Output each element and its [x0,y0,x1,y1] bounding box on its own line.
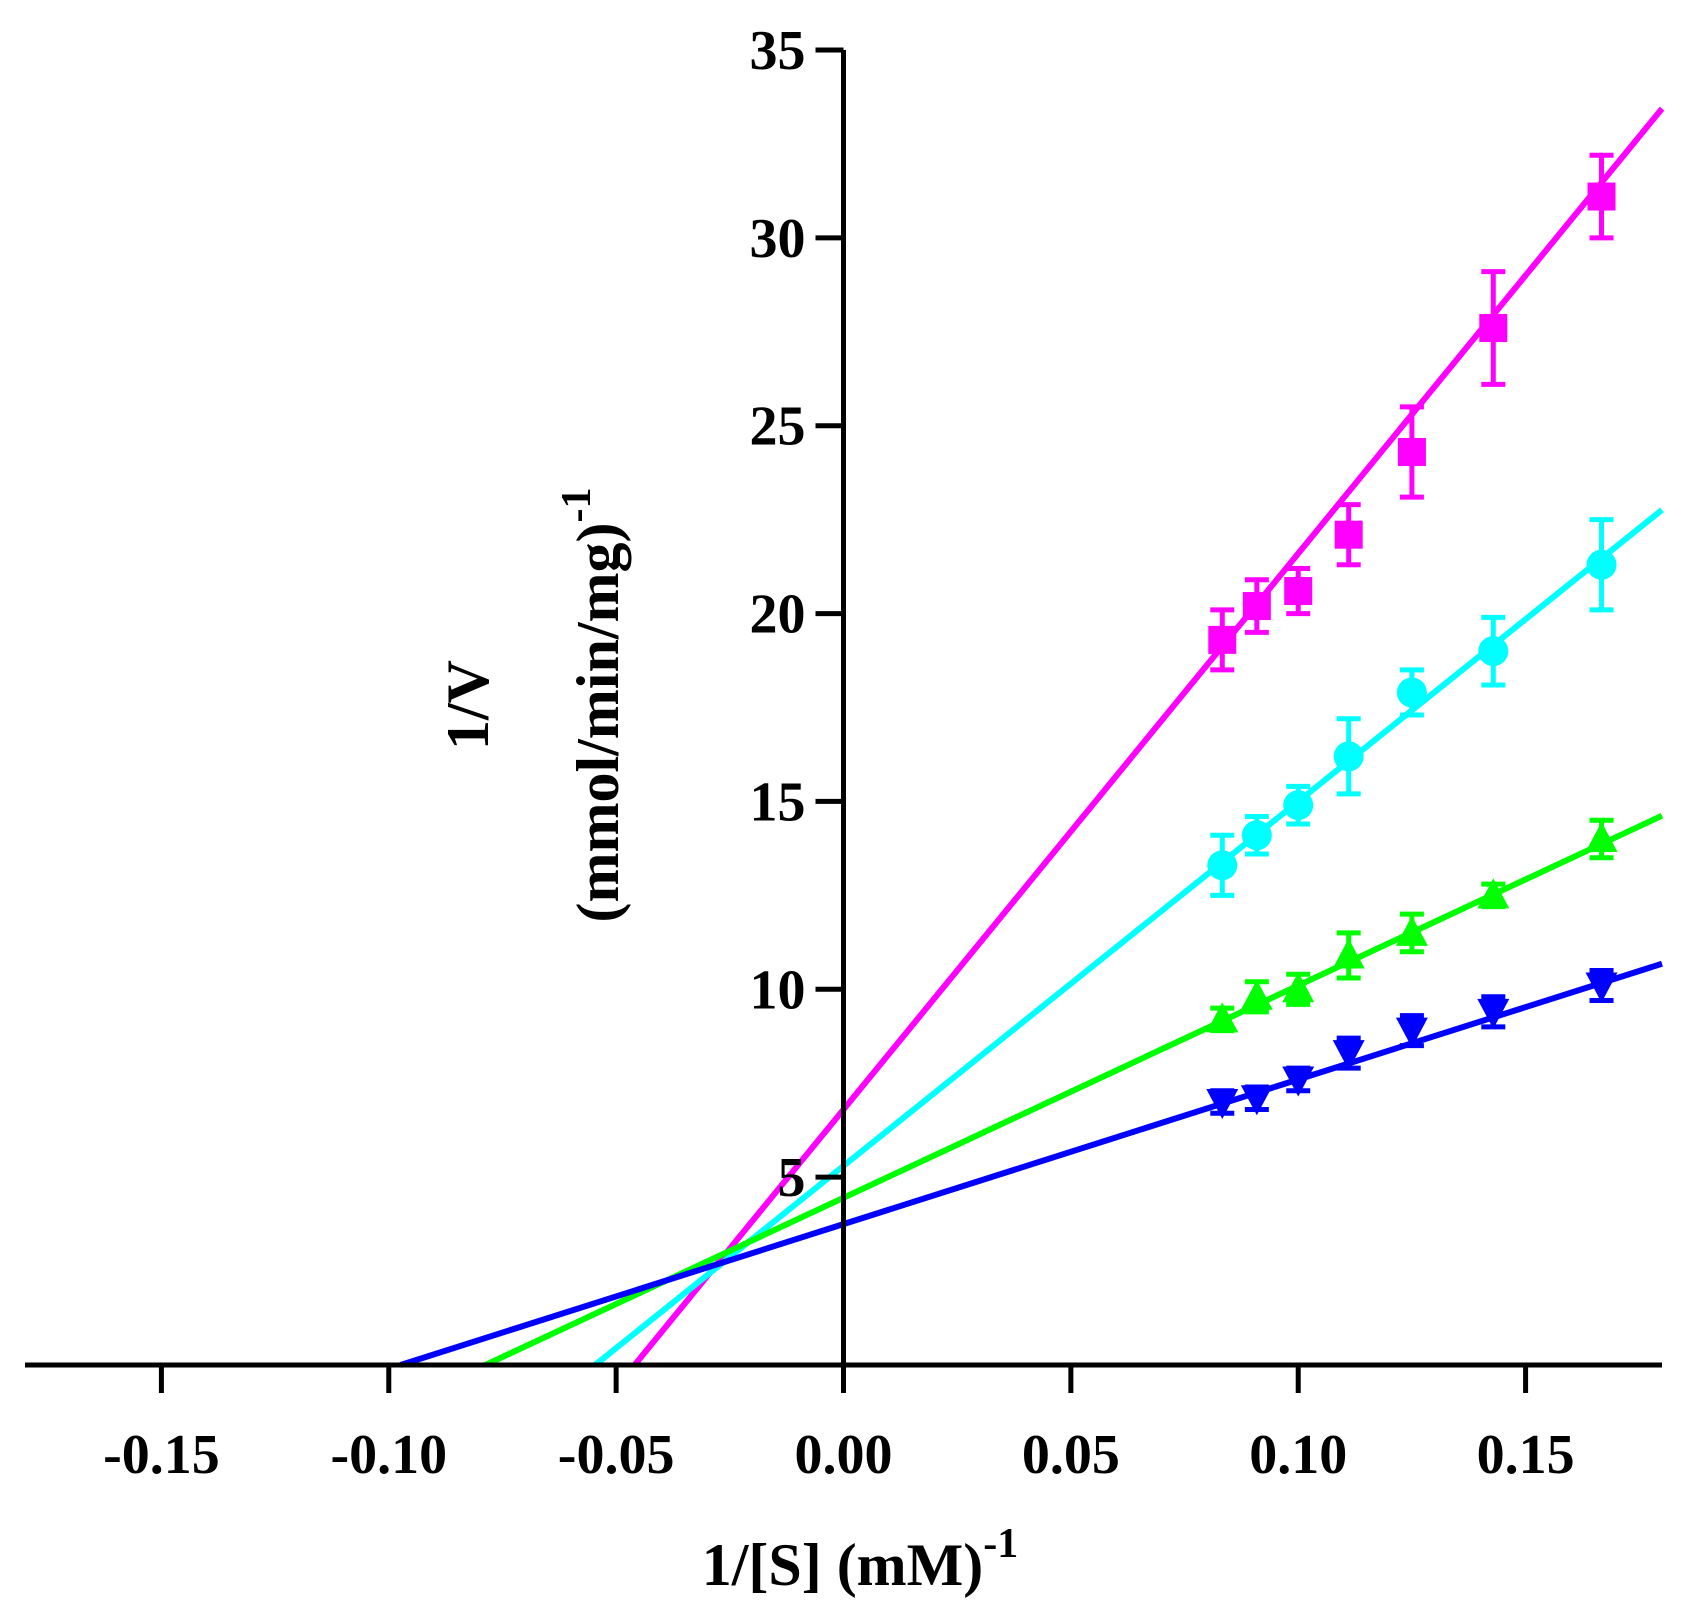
x-axis-title: 1/[S] (mM)-1 [702,1521,1019,1598]
series-cyan-point [1478,636,1509,667]
series-green-point [1332,938,1365,969]
y-axis-title: 1/V (mmol/min/mg)-1 [435,488,631,923]
x-tick-label: 0.00 [795,1424,893,1486]
series-blue-point [1332,1040,1365,1071]
x-tick-label: 0.15 [1477,1424,1575,1486]
series-green-point [1282,972,1315,1003]
y-tick-labels: 5 10 15 20 25 30 35 [750,20,806,1209]
series-magenta-point [1587,182,1616,211]
y-tick-label: 30 [750,208,806,270]
y-tick-label: 10 [750,959,806,1021]
y-tick-label: 20 [750,584,806,646]
series-cyan-point [1333,741,1364,772]
series-green-point [1395,915,1428,946]
series-cyan-point [1396,677,1427,708]
series-magenta-point [1208,625,1237,654]
error-bars [1210,152,1614,1116]
series-magenta-point [1334,520,1363,549]
series-magenta-point [1284,577,1313,606]
series-green-point [1240,979,1273,1010]
series-green-point [1585,822,1618,852]
series-blue-fit-line [399,960,1663,1368]
series-cyan-point [1283,790,1314,821]
axes [25,47,1662,1393]
y-tick-label: 25 [750,396,806,458]
x-tick-label: -0.15 [103,1424,220,1486]
y-axis-title-line2: (mmol/min/mg)-1 [554,488,631,923]
series-magenta-point [1242,592,1271,621]
series-blue-point [1395,1017,1428,1048]
x-tick-label: -0.10 [330,1424,447,1486]
y-tick-label: 5 [778,1147,806,1209]
y-tick-label: 35 [750,20,806,82]
x-tick-label: -0.05 [558,1424,675,1486]
series-cyan-point [1586,549,1617,580]
x-tick-label: 0.10 [1249,1424,1347,1486]
series-blue-point [1477,998,1510,1029]
series-blue-point [1206,1089,1239,1119]
y-tick-label: 15 [750,771,806,833]
x-tick-labels: -0.15 -0.10 -0.05 0.00 0.05 0.10 0.15 [103,1424,1574,1486]
series-cyan-point [1207,850,1238,881]
series-magenta-point [1397,438,1426,467]
series-green-point [1477,878,1510,909]
series-blue-point [1240,1085,1273,1116]
x-tick-label: 0.05 [1022,1424,1120,1486]
series-cyan-point [1241,820,1272,851]
series-magenta-point [1479,314,1508,343]
series-green-point [1206,1002,1239,1033]
series-blue-point [1282,1066,1315,1097]
series-blue-point [1585,972,1618,1003]
y-axis-title-line1: 1/V [435,660,501,750]
data-markers [1206,182,1618,1119]
